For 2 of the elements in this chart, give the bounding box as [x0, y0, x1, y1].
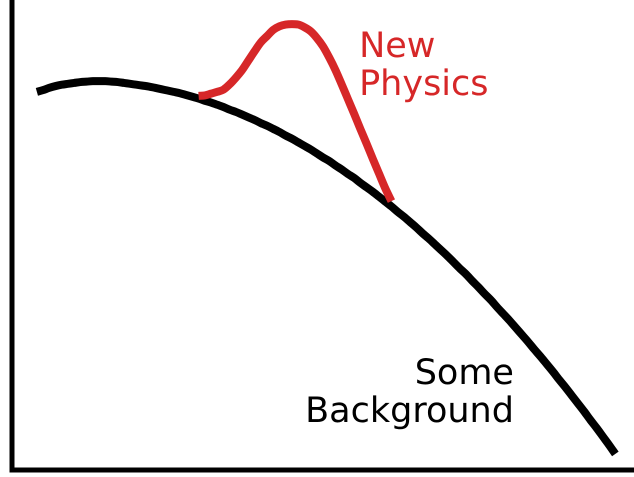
series-label: Some Background: [305, 352, 514, 431]
series-label: New Physics: [359, 26, 489, 104]
